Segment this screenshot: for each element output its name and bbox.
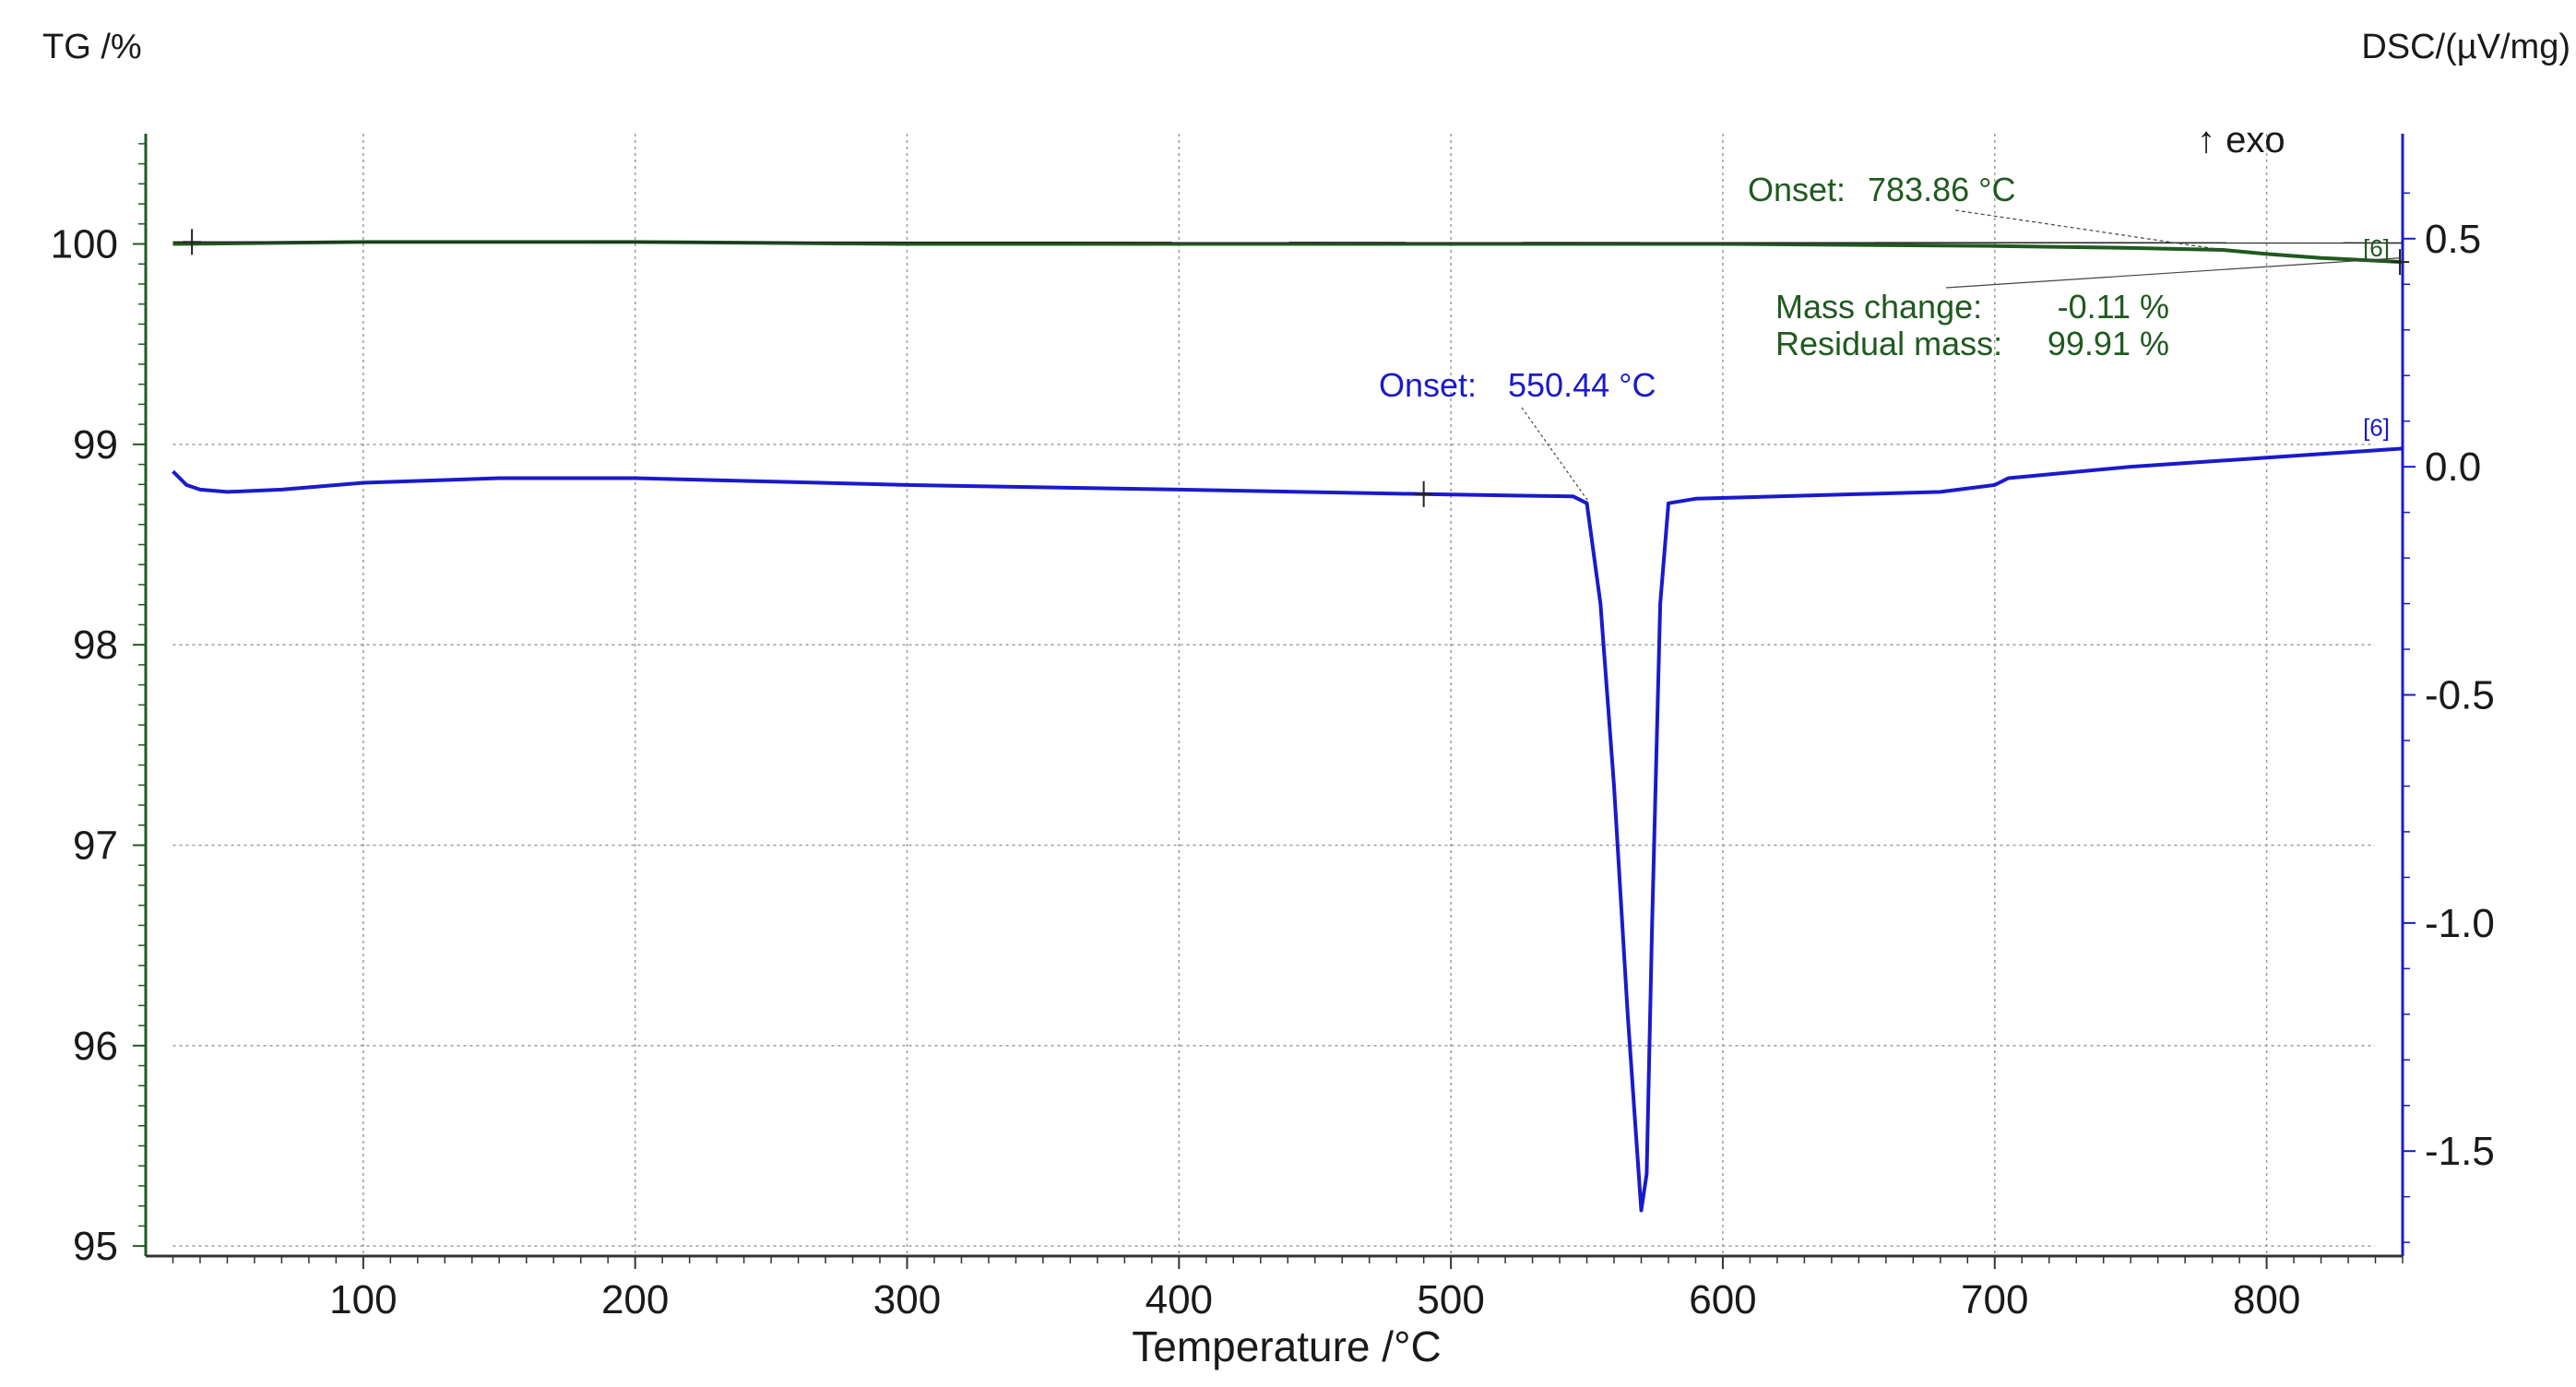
- y-right-tick-label: -1.5: [2425, 1129, 2495, 1174]
- data-series: [172, 229, 2410, 1213]
- x-tick-label: 200: [601, 1277, 669, 1322]
- y-left-tick-label: 98: [73, 622, 118, 668]
- y-right-tick-label: -1.0: [2425, 901, 2495, 946]
- tg-segment-marker: [6]: [2363, 234, 2390, 262]
- axes: 100 200 300 400 500 600 700 800 95 96 97 98 99 100 -1.…: [51, 134, 2495, 1322]
- x-tick-label: 800: [2233, 1277, 2300, 1322]
- dsc-axis-unit-label: DSC/(µV/mg): [2361, 28, 2570, 66]
- tg-onset-value: 783.86 °C: [1868, 171, 2016, 208]
- y-left-tick-label: 95: [73, 1224, 118, 1269]
- x-tick-label: 600: [1689, 1277, 1756, 1322]
- tg-axis-unit-label: TG /%: [42, 28, 142, 66]
- tg-onset-label: Onset:: [1748, 171, 1846, 208]
- grid-lines: [172, 134, 2375, 1256]
- tg-onset-leader: [1954, 209, 2224, 251]
- y-left-tick-label: 97: [73, 823, 118, 868]
- dsc-curve: [172, 446, 2404, 1213]
- tg-residual-mass-label: Residual mass:: [1775, 325, 2002, 362]
- tg-residual-mass-value: 99.91 %: [2048, 325, 2169, 362]
- annotations: [6] [6] Onset: 783.86 °C Mass change: -0.11 %…: [1379, 171, 2401, 502]
- x-tick-label: 100: [329, 1277, 397, 1322]
- dsc-segment-marker: [6]: [2363, 413, 2390, 441]
- y-left-tick-label: 100: [51, 222, 118, 267]
- x-tick-label: 400: [1146, 1277, 1213, 1322]
- x-tick-label: 300: [873, 1277, 941, 1322]
- exo-direction-label: ↑ exo: [2197, 120, 2285, 160]
- tg-mass-change-leader: [1945, 257, 2401, 289]
- tg-baseline: [172, 241, 2404, 244]
- dsc-onset-label: Onset:: [1379, 366, 1477, 404]
- tg-mass-change-label: Mass change:: [1775, 288, 1982, 326]
- y-left-tick-label: 99: [73, 422, 118, 468]
- x-tick-label: 500: [1417, 1277, 1484, 1322]
- x-tick-label: 700: [1961, 1277, 2028, 1322]
- x-axis-label: Temperature /°C: [1132, 1322, 1441, 1370]
- y-right-tick-label: 0.5: [2425, 217, 2481, 262]
- tg-mass-change-value: -0.11 %: [2058, 288, 2169, 326]
- dsc-onset-leader: [1521, 407, 1589, 502]
- y-right-tick-label: 0.0: [2425, 445, 2481, 490]
- y-right-tick-label: -0.5: [2425, 673, 2495, 718]
- tg-curve: [172, 240, 2404, 265]
- dsc-onset-value: 550.44 °C: [1508, 366, 1656, 404]
- y-left-tick-label: 96: [73, 1024, 118, 1069]
